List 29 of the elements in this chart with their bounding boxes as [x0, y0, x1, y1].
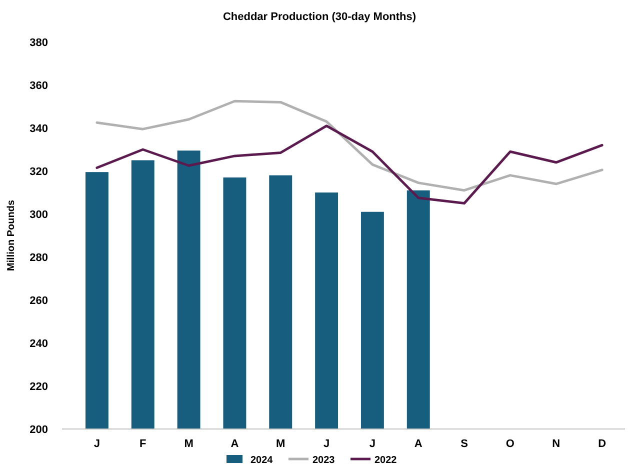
y-tick-label: 260: [30, 294, 48, 307]
y-tick-label: 380: [30, 36, 48, 49]
y-tick-label: 220: [30, 380, 48, 393]
y-tick-label: 320: [30, 166, 48, 178]
x-tick-label: J: [323, 438, 330, 450]
y-tick-label: 340: [30, 122, 48, 135]
x-tick-label: D: [598, 438, 606, 450]
x-tick-label: J: [94, 438, 100, 450]
line-series: [96, 100, 604, 192]
y-tick-label: 300: [30, 208, 48, 221]
legend-label: 2023: [312, 455, 336, 466]
chart-title: Cheddar Production (30-day Months): [222, 11, 416, 23]
x-tick-label: S: [460, 438, 468, 450]
y-tick-label: 240: [30, 338, 48, 350]
x-tick-label: F: [140, 438, 147, 450]
x-tick-label: J: [369, 438, 376, 450]
x-tick-label: M: [184, 438, 194, 450]
legend-label: 2022: [374, 455, 398, 466]
y-axis-title: Million Pounds: [6, 200, 17, 272]
line-series: [96, 124, 604, 204]
x-tick-label: M: [276, 438, 286, 450]
x-tick-label: N: [552, 438, 560, 450]
y-tick-label: 200: [30, 424, 48, 436]
x-tick-label: O: [506, 438, 515, 450]
y-tick-label: 280: [30, 252, 48, 264]
x-tick-label: A: [230, 438, 239, 450]
legend-label: 2024: [250, 455, 274, 466]
y-tick-label: 360: [30, 80, 48, 92]
x-tick-label: A: [414, 438, 422, 450]
